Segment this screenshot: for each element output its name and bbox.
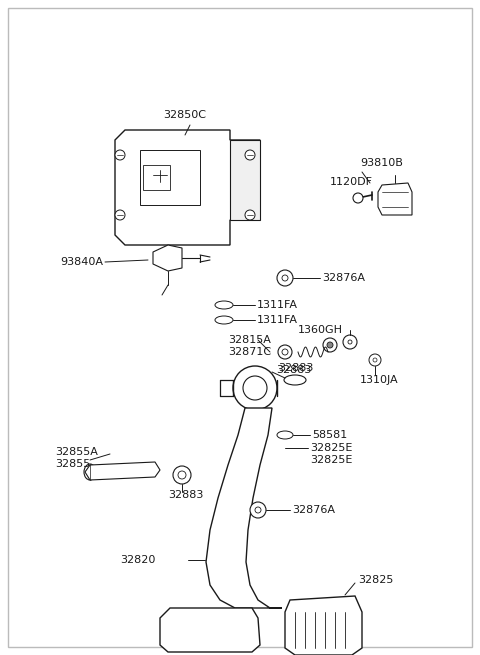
Polygon shape	[285, 596, 362, 655]
Polygon shape	[115, 130, 260, 245]
Ellipse shape	[215, 301, 233, 309]
Text: 1360GH: 1360GH	[298, 325, 343, 335]
Polygon shape	[230, 140, 260, 220]
Text: 93840A: 93840A	[60, 257, 103, 267]
Circle shape	[233, 366, 277, 410]
Text: 32883: 32883	[278, 363, 313, 373]
Text: 32825: 32825	[358, 575, 394, 585]
Circle shape	[282, 275, 288, 281]
Text: 32855A: 32855A	[55, 447, 98, 457]
Polygon shape	[378, 183, 412, 215]
Circle shape	[373, 358, 377, 362]
Text: 32825E: 32825E	[310, 443, 352, 453]
Ellipse shape	[204, 176, 226, 204]
Circle shape	[250, 502, 266, 518]
Text: 1120DF: 1120DF	[330, 177, 373, 187]
Polygon shape	[160, 608, 260, 652]
Circle shape	[323, 338, 337, 352]
Circle shape	[178, 471, 186, 479]
Circle shape	[343, 335, 357, 349]
Text: 32883: 32883	[276, 365, 312, 375]
Polygon shape	[140, 150, 200, 205]
Text: 93810B: 93810B	[360, 158, 403, 168]
Text: 32876A: 32876A	[322, 273, 365, 283]
Polygon shape	[206, 408, 282, 608]
Ellipse shape	[84, 464, 96, 480]
Circle shape	[353, 193, 363, 203]
Circle shape	[245, 150, 255, 160]
Circle shape	[243, 376, 267, 400]
Circle shape	[327, 342, 333, 348]
Text: 32825E: 32825E	[310, 455, 352, 465]
Circle shape	[348, 340, 352, 344]
Circle shape	[115, 210, 125, 220]
Circle shape	[255, 507, 261, 513]
Polygon shape	[143, 165, 170, 190]
Circle shape	[282, 349, 288, 355]
Ellipse shape	[284, 375, 306, 385]
FancyBboxPatch shape	[8, 8, 472, 647]
Circle shape	[277, 270, 293, 286]
Polygon shape	[153, 245, 182, 271]
Text: 32883: 32883	[168, 490, 204, 500]
Text: 58581: 58581	[312, 430, 347, 440]
Text: 32876A: 32876A	[292, 505, 335, 515]
Circle shape	[245, 210, 255, 220]
Polygon shape	[85, 462, 160, 480]
Text: 32871C: 32871C	[228, 347, 271, 357]
Text: 32850C: 32850C	[163, 110, 206, 120]
Circle shape	[115, 150, 125, 160]
Text: 32820: 32820	[120, 555, 156, 565]
Text: 1310JA: 1310JA	[360, 375, 398, 385]
Ellipse shape	[215, 316, 233, 324]
Text: 32815A: 32815A	[228, 335, 271, 345]
Ellipse shape	[176, 184, 184, 196]
Circle shape	[278, 345, 292, 359]
Circle shape	[173, 466, 191, 484]
Text: 1311FA: 1311FA	[257, 300, 298, 310]
Circle shape	[369, 354, 381, 366]
Text: 32855: 32855	[55, 459, 90, 469]
Text: 1311FA: 1311FA	[257, 315, 298, 325]
Ellipse shape	[277, 431, 293, 439]
